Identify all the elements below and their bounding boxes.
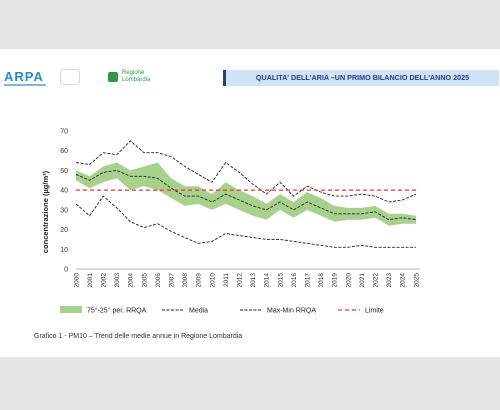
x-tick-label: 2020 xyxy=(345,273,352,288)
y-tick-label: 20 xyxy=(60,227,68,234)
y-tick-label: 30 xyxy=(60,207,68,214)
pm10-trend-chart: 0 10 20 30 40 50 60 70 2000 2001 2002 2003 2004 2005 2… xyxy=(41,129,420,315)
arpa-logo: ARPA xyxy=(4,69,44,84)
x-tick-label: 2019 xyxy=(332,273,339,288)
series-line-1 xyxy=(75,140,417,203)
slide-title-box: QUALITA' DELL'ARIA –UN PRIMO BILANCIO DE… xyxy=(223,70,499,86)
x-tick-label: 2014 xyxy=(264,273,271,288)
x-tick-label: 2001 xyxy=(87,273,94,288)
arpa-logo-underline xyxy=(4,84,46,86)
chart-caption: Grafico 1 - PM10 – Trend delle medie ann… xyxy=(34,333,243,340)
x-tick-label: 2004 xyxy=(128,273,135,288)
x-tick-label: 2016 xyxy=(291,273,298,288)
x-tick-label: 2011 xyxy=(223,273,230,287)
y-tick-label: 50 xyxy=(60,168,68,175)
x-tick-label: 2002 xyxy=(101,273,108,288)
x-tick-label: 2007 xyxy=(169,273,176,288)
slide-header: ARPA Regione Lombardia QUALITA' DELL'ARI… xyxy=(0,49,500,89)
regione-lombardia-icon xyxy=(108,72,118,82)
x-tick-label: 2022 xyxy=(373,273,380,288)
series-line-2 xyxy=(75,195,416,248)
x-tick-label: 2010 xyxy=(209,273,216,288)
legend-label: Max-Min RRQA xyxy=(267,308,316,315)
x-tick-label: 2005 xyxy=(141,273,148,288)
x-tick-label: 2021 xyxy=(359,273,366,288)
slide-title: QUALITA' DELL'ARIA –UN PRIMO BILANCIO DE… xyxy=(255,73,470,82)
x-tick-label: 2025 xyxy=(413,273,420,288)
x-tick-label: 2009 xyxy=(196,273,203,288)
slide: ARPA Regione Lombardia QUALITA' DELL'ARI… xyxy=(0,49,500,357)
percentile-band xyxy=(76,162,416,226)
x-tick-label: 2015 xyxy=(277,273,284,288)
x-tick-label: 2008 xyxy=(182,273,189,288)
legend-swatch xyxy=(60,306,82,313)
x-tick-label: 2013 xyxy=(250,273,257,288)
x-tick-label: 2006 xyxy=(155,273,162,288)
y-tick-label: 10 xyxy=(60,247,68,254)
region-logo-line1: Regione xyxy=(122,70,145,76)
y-tick-label: 70 xyxy=(60,129,68,136)
x-tick-label: 2000 xyxy=(73,273,80,288)
x-tick-label: 2024 xyxy=(400,273,407,288)
x-tick-label: 2003 xyxy=(114,273,121,288)
x-tick-label: 2017 xyxy=(305,273,312,288)
x-tick-label: 2012 xyxy=(237,273,244,288)
series-line-0 xyxy=(75,169,417,221)
legend-label: 75°-25° per. RRQA xyxy=(87,307,147,315)
region-logo-line2: Lombardia xyxy=(122,77,151,83)
partner-logo-icon xyxy=(60,69,80,85)
legend-label: Media xyxy=(189,308,208,315)
y-axis-label: concentrazione (µg/m³) xyxy=(41,170,50,253)
y-tick-label: 40 xyxy=(60,188,68,195)
x-tick-label: 2018 xyxy=(318,273,325,288)
x-tick-label: 2023 xyxy=(386,273,393,288)
legend-label: Limite xyxy=(365,308,384,315)
y-tick-label: 0 xyxy=(64,267,68,274)
y-tick-label: 60 xyxy=(60,148,68,155)
